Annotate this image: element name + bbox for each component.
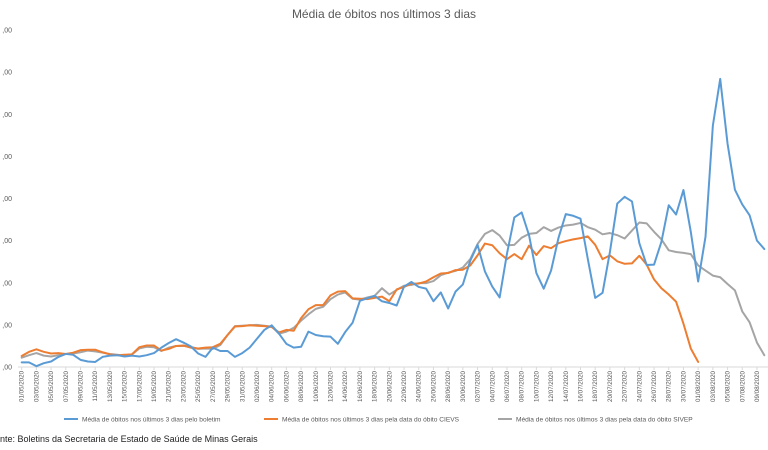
- x-tick-label: 21/05/2020: [166, 370, 173, 402]
- legend-item: Média de óbitos nos últimos 3 dias pela …: [498, 416, 693, 423]
- x-tick-label: 26/06/2020: [430, 370, 437, 402]
- x-tick-label: 19/05/2020: [151, 370, 158, 402]
- x-tick-label: 26/07/2020: [651, 370, 658, 402]
- x-tick-label: 03/08/2020: [710, 370, 717, 402]
- x-tick-label: 29/05/2020: [225, 370, 232, 402]
- series-line-sivep: [20, 221, 766, 359]
- x-tick-label: 22/06/2020: [401, 370, 408, 402]
- y-tick-label: ,00: [2, 365, 12, 372]
- x-tick-label: 20/07/2020: [607, 370, 614, 402]
- x-tick-label: 06/07/2020: [504, 370, 511, 402]
- y-tick-label: ,00: [2, 280, 12, 287]
- x-tick-label: 16/07/2020: [578, 370, 585, 402]
- legend-item: Média de óbitos nos últimos 3 dias pela …: [264, 416, 460, 423]
- x-tick-label: 24/06/2020: [416, 370, 423, 402]
- x-tick-label: 02/07/2020: [475, 370, 482, 402]
- x-tick-label: 09/08/2020: [754, 370, 761, 402]
- x-tick-label: 20/06/2020: [386, 370, 393, 402]
- x-tick-label: 01/05/2020: [19, 370, 26, 402]
- y-tick-label: ,00: [2, 322, 12, 329]
- x-tick-label: 11/05/2020: [92, 370, 99, 401]
- x-tick-label: 03/05/2020: [33, 370, 40, 402]
- legend-label: Média de óbitos nos últimos 3 dias pela …: [282, 416, 460, 423]
- y-tick-label: ,00: [2, 70, 12, 77]
- y-tick-label: ,00: [2, 112, 12, 119]
- y-axis: ,00 ,00 ,00 ,00 ,00 ,00 ,00 ,00 ,00: [2, 28, 12, 372]
- series-line-boletim: [20, 77, 766, 368]
- x-tick-label: 13/05/2020: [107, 370, 114, 402]
- x-tick-label: 02/06/2020: [254, 370, 261, 402]
- x-tick-label: 14/07/2020: [563, 370, 570, 402]
- legend-label: Média de óbitos nos últimos 3 dias pela …: [516, 416, 693, 423]
- x-tick-label: 07/08/2020: [739, 370, 746, 402]
- x-tick-label: 18/06/2020: [372, 370, 379, 402]
- chart-title: Média de óbitos nos últimos 3 dias: [292, 7, 476, 21]
- x-tick-label: 23/05/2020: [180, 370, 187, 402]
- x-tick-label: 12/07/2020: [548, 370, 555, 402]
- x-tick-label: 06/06/2020: [283, 370, 290, 402]
- x-axis: 01/05/2020 03/05/2020 05/05/2020 07/05/2020…: [19, 367, 761, 402]
- y-tick-label: ,00: [2, 28, 12, 35]
- x-tick-label: 07/05/2020: [63, 370, 70, 402]
- x-tick-label: 10/07/2020: [533, 370, 540, 402]
- x-tick-label: 30/06/2020: [460, 370, 467, 402]
- x-tick-label: 12/06/2020: [328, 370, 335, 402]
- x-tick-label: 09/05/2020: [78, 370, 85, 402]
- series-layer: [20, 77, 766, 368]
- y-tick-label: ,00: [2, 154, 12, 161]
- x-tick-label: 24/07/2020: [636, 370, 643, 402]
- x-tick-label: 28/06/2020: [445, 370, 452, 402]
- x-tick-label: 10/06/2020: [313, 370, 320, 402]
- x-tick-label: 08/07/2020: [519, 370, 526, 402]
- x-tick-label: 27/05/2020: [210, 370, 217, 402]
- x-tick-label: 28/07/2020: [666, 370, 673, 402]
- x-tick-label: 31/05/2020: [239, 370, 246, 402]
- x-tick-label: 01/08/2020: [695, 370, 702, 402]
- series-line-cievs: [20, 235, 700, 363]
- legend: Média de óbitos nos últimos 3 dias pelo …: [64, 416, 693, 423]
- x-tick-label: 17/05/2020: [136, 370, 143, 402]
- x-tick-label: 05/05/2020: [48, 370, 55, 402]
- x-tick-label: 15/05/2020: [122, 370, 129, 402]
- x-tick-label: 18/07/2020: [592, 370, 599, 402]
- y-tick-label: ,00: [2, 238, 12, 245]
- x-tick-label: 22/07/2020: [622, 370, 629, 402]
- x-tick-label: 08/06/2020: [298, 370, 305, 402]
- x-tick-label: 05/08/2020: [725, 370, 732, 402]
- x-tick-label: 04/07/2020: [489, 370, 496, 402]
- x-tick-label: 25/05/2020: [195, 370, 202, 402]
- legend-label: Média de óbitos nos últimos 3 dias pelo …: [82, 416, 221, 423]
- x-tick-label: 14/06/2020: [342, 370, 349, 402]
- y-tick-label: ,00: [2, 196, 12, 203]
- x-tick-label: 30/07/2020: [680, 370, 687, 402]
- x-tick-label: 16/06/2020: [357, 370, 364, 402]
- x-tick-label: 04/06/2020: [269, 370, 276, 402]
- legend-item: Média de óbitos nos últimos 3 dias pelo …: [64, 416, 221, 423]
- source-note: nte: Boletins da Secretaria de Estado de…: [0, 434, 258, 444]
